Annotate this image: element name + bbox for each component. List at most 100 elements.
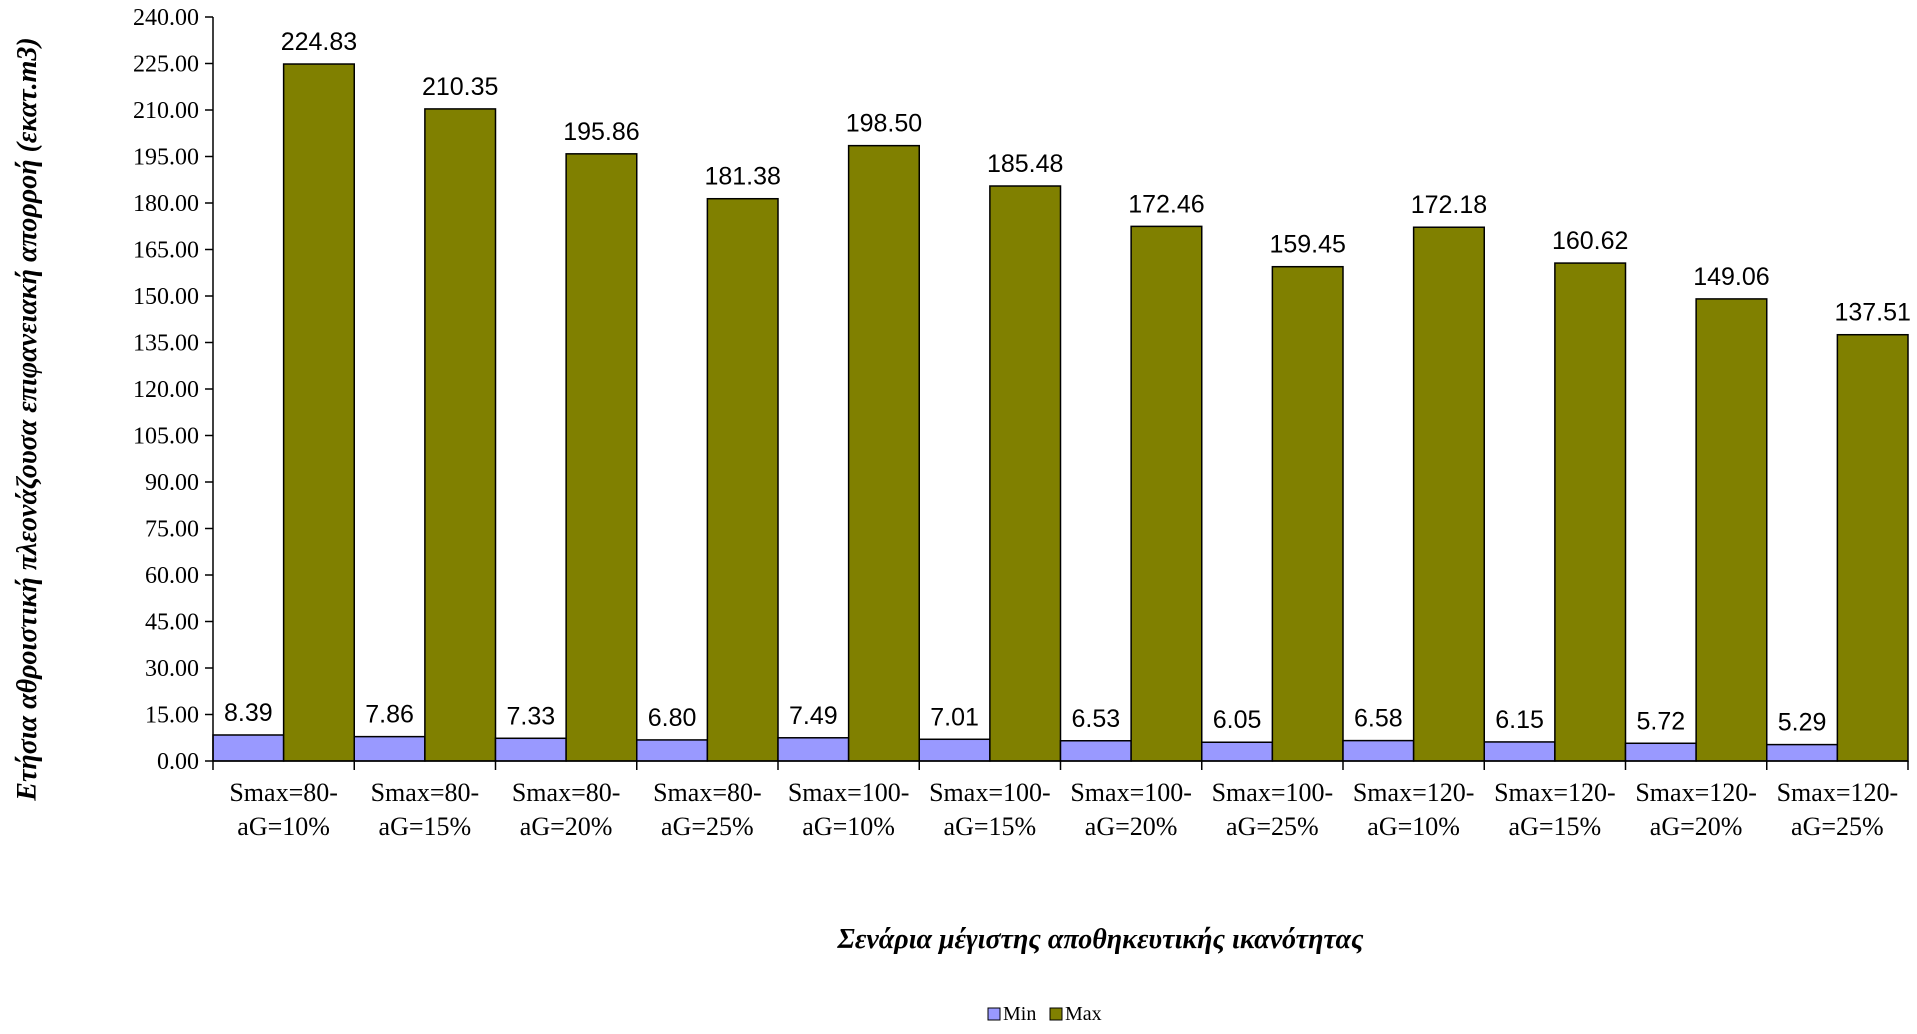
x-category-label: aG=15%	[1509, 812, 1602, 841]
x-category-label: aG=20%	[1085, 812, 1178, 841]
bar-max	[1554, 262, 1627, 762]
bar-max	[1695, 298, 1768, 762]
bar-max	[565, 153, 638, 762]
x-category-label: Smax=120-	[1353, 778, 1475, 807]
bar-min	[918, 738, 991, 762]
x-category-label: Smax=120-	[1494, 778, 1616, 807]
x-category-label: Smax=80-	[512, 778, 621, 807]
data-label-min: 5.72	[1636, 707, 1685, 735]
y-tick-label: 165.00	[133, 238, 199, 264]
data-label-min: 7.01	[930, 703, 979, 731]
bar-min	[1766, 743, 1839, 762]
x-category-label: aG=10%	[237, 812, 330, 841]
bar-max	[1271, 265, 1344, 762]
data-label-max: 195.86	[563, 118, 639, 146]
y-axis-title: Ετήσια αθροιστική πλεονάζουσα επιφανειακ…	[12, 37, 43, 801]
y-tick-label: 105.00	[133, 424, 199, 450]
data-label-min: 7.49	[789, 702, 838, 730]
legend-swatch-min	[987, 1007, 1001, 1021]
data-label-max: 181.38	[704, 163, 780, 191]
x-category-label: Smax=100-	[1070, 778, 1192, 807]
data-label-max: 172.18	[1411, 191, 1487, 219]
y-tick-label: 210.00	[133, 98, 199, 124]
x-category-label: Smax=100-	[1212, 778, 1334, 807]
bar-min	[212, 734, 285, 762]
bar-min	[636, 739, 709, 762]
data-label-min: 6.58	[1354, 705, 1403, 733]
bar-min	[1483, 741, 1556, 762]
y-tick-label: 0.00	[157, 749, 199, 775]
bar-max	[1130, 225, 1203, 762]
x-axis-ticks: Smax=80- aG=10% Smax=80- aG=15% Smax=80- aG=2…	[212, 761, 1909, 841]
data-label-min: 6.15	[1495, 706, 1544, 734]
y-tick-label: 15.00	[145, 703, 199, 729]
x-category-label: Smax=120-	[1635, 778, 1757, 807]
data-label-min: 8.39	[224, 699, 273, 727]
x-category-label: Smax=120-	[1777, 778, 1899, 807]
y-tick-label: 30.00	[145, 656, 199, 682]
bar-min	[1342, 739, 1415, 762]
y-tick-label: 150.00	[133, 284, 199, 310]
x-category-label: aG=20%	[1650, 812, 1743, 841]
y-axis-ticks: 0.00 15.00 30.00 45.00 60.00 75.00 90.00 105.00…	[133, 5, 213, 775]
data-label-min: 7.33	[506, 702, 555, 730]
data-label-min: 6.53	[1071, 705, 1120, 733]
x-category-label: aG=25%	[1791, 812, 1884, 841]
data-label-min: 6.80	[648, 704, 697, 732]
legend-label-min: Min	[1003, 1003, 1036, 1025]
y-tick-label: 135.00	[133, 331, 199, 357]
y-tick-label: 120.00	[133, 377, 199, 403]
x-category-label: Smax=80-	[653, 778, 762, 807]
legend-swatch-max	[1049, 1007, 1063, 1021]
bar-max	[1836, 333, 1909, 762]
x-category-label: Smax=100-	[788, 778, 910, 807]
data-label-max: 159.45	[1269, 231, 1345, 259]
bar-min	[494, 737, 567, 762]
x-category-label: aG=25%	[1226, 812, 1319, 841]
y-tick-label: 45.00	[145, 610, 199, 636]
x-category-label: aG=15%	[379, 812, 472, 841]
bar-max	[424, 108, 497, 762]
x-category-label: aG=15%	[944, 812, 1037, 841]
bar-max	[1412, 226, 1485, 762]
x-category-label: aG=10%	[1367, 812, 1460, 841]
data-label-max: 210.35	[422, 73, 498, 101]
x-axis-title: Σενάρια μέγιστης αποθηκευτικής ικανότητα…	[837, 924, 1364, 955]
bar-max	[989, 185, 1062, 762]
x-category-label: aG=25%	[661, 812, 754, 841]
y-tick-label: 180.00	[133, 191, 199, 217]
bar-min	[353, 735, 426, 762]
data-label-max: 224.83	[281, 28, 357, 56]
data-label-min: 5.29	[1778, 709, 1827, 737]
legend-label-max: Max	[1065, 1003, 1102, 1025]
bar-min	[1201, 741, 1274, 762]
data-label-max: 149.06	[1693, 263, 1769, 291]
bar-min	[1059, 740, 1132, 762]
y-tick-label: 90.00	[145, 470, 199, 496]
y-tick-label: 75.00	[145, 517, 199, 543]
x-category-label: Smax=80-	[229, 778, 338, 807]
bars-group	[212, 63, 1909, 762]
data-label-max: 185.48	[987, 150, 1063, 178]
x-category-label: aG=20%	[520, 812, 613, 841]
data-label-max: 172.46	[1128, 190, 1204, 218]
x-category-label: Smax=80-	[371, 778, 480, 807]
bar-max	[706, 197, 779, 762]
bar-max	[282, 63, 355, 762]
data-label-max: 160.62	[1552, 227, 1628, 255]
y-tick-label: 195.00	[133, 145, 199, 171]
y-tick-label: 60.00	[145, 563, 199, 589]
legend: Min Max	[987, 1003, 1102, 1025]
data-label-max: 137.51	[1834, 299, 1910, 327]
y-tick-label: 240.00	[133, 5, 199, 31]
data-label-min: 7.86	[365, 701, 414, 729]
x-category-label: Smax=100-	[929, 778, 1051, 807]
bar-min	[1624, 742, 1697, 762]
x-category-label: aG=10%	[802, 812, 895, 841]
y-tick-label: 225.00	[133, 52, 199, 78]
data-label-min: 6.05	[1213, 706, 1262, 734]
bar-max	[847, 144, 920, 762]
bar-min	[777, 737, 850, 762]
